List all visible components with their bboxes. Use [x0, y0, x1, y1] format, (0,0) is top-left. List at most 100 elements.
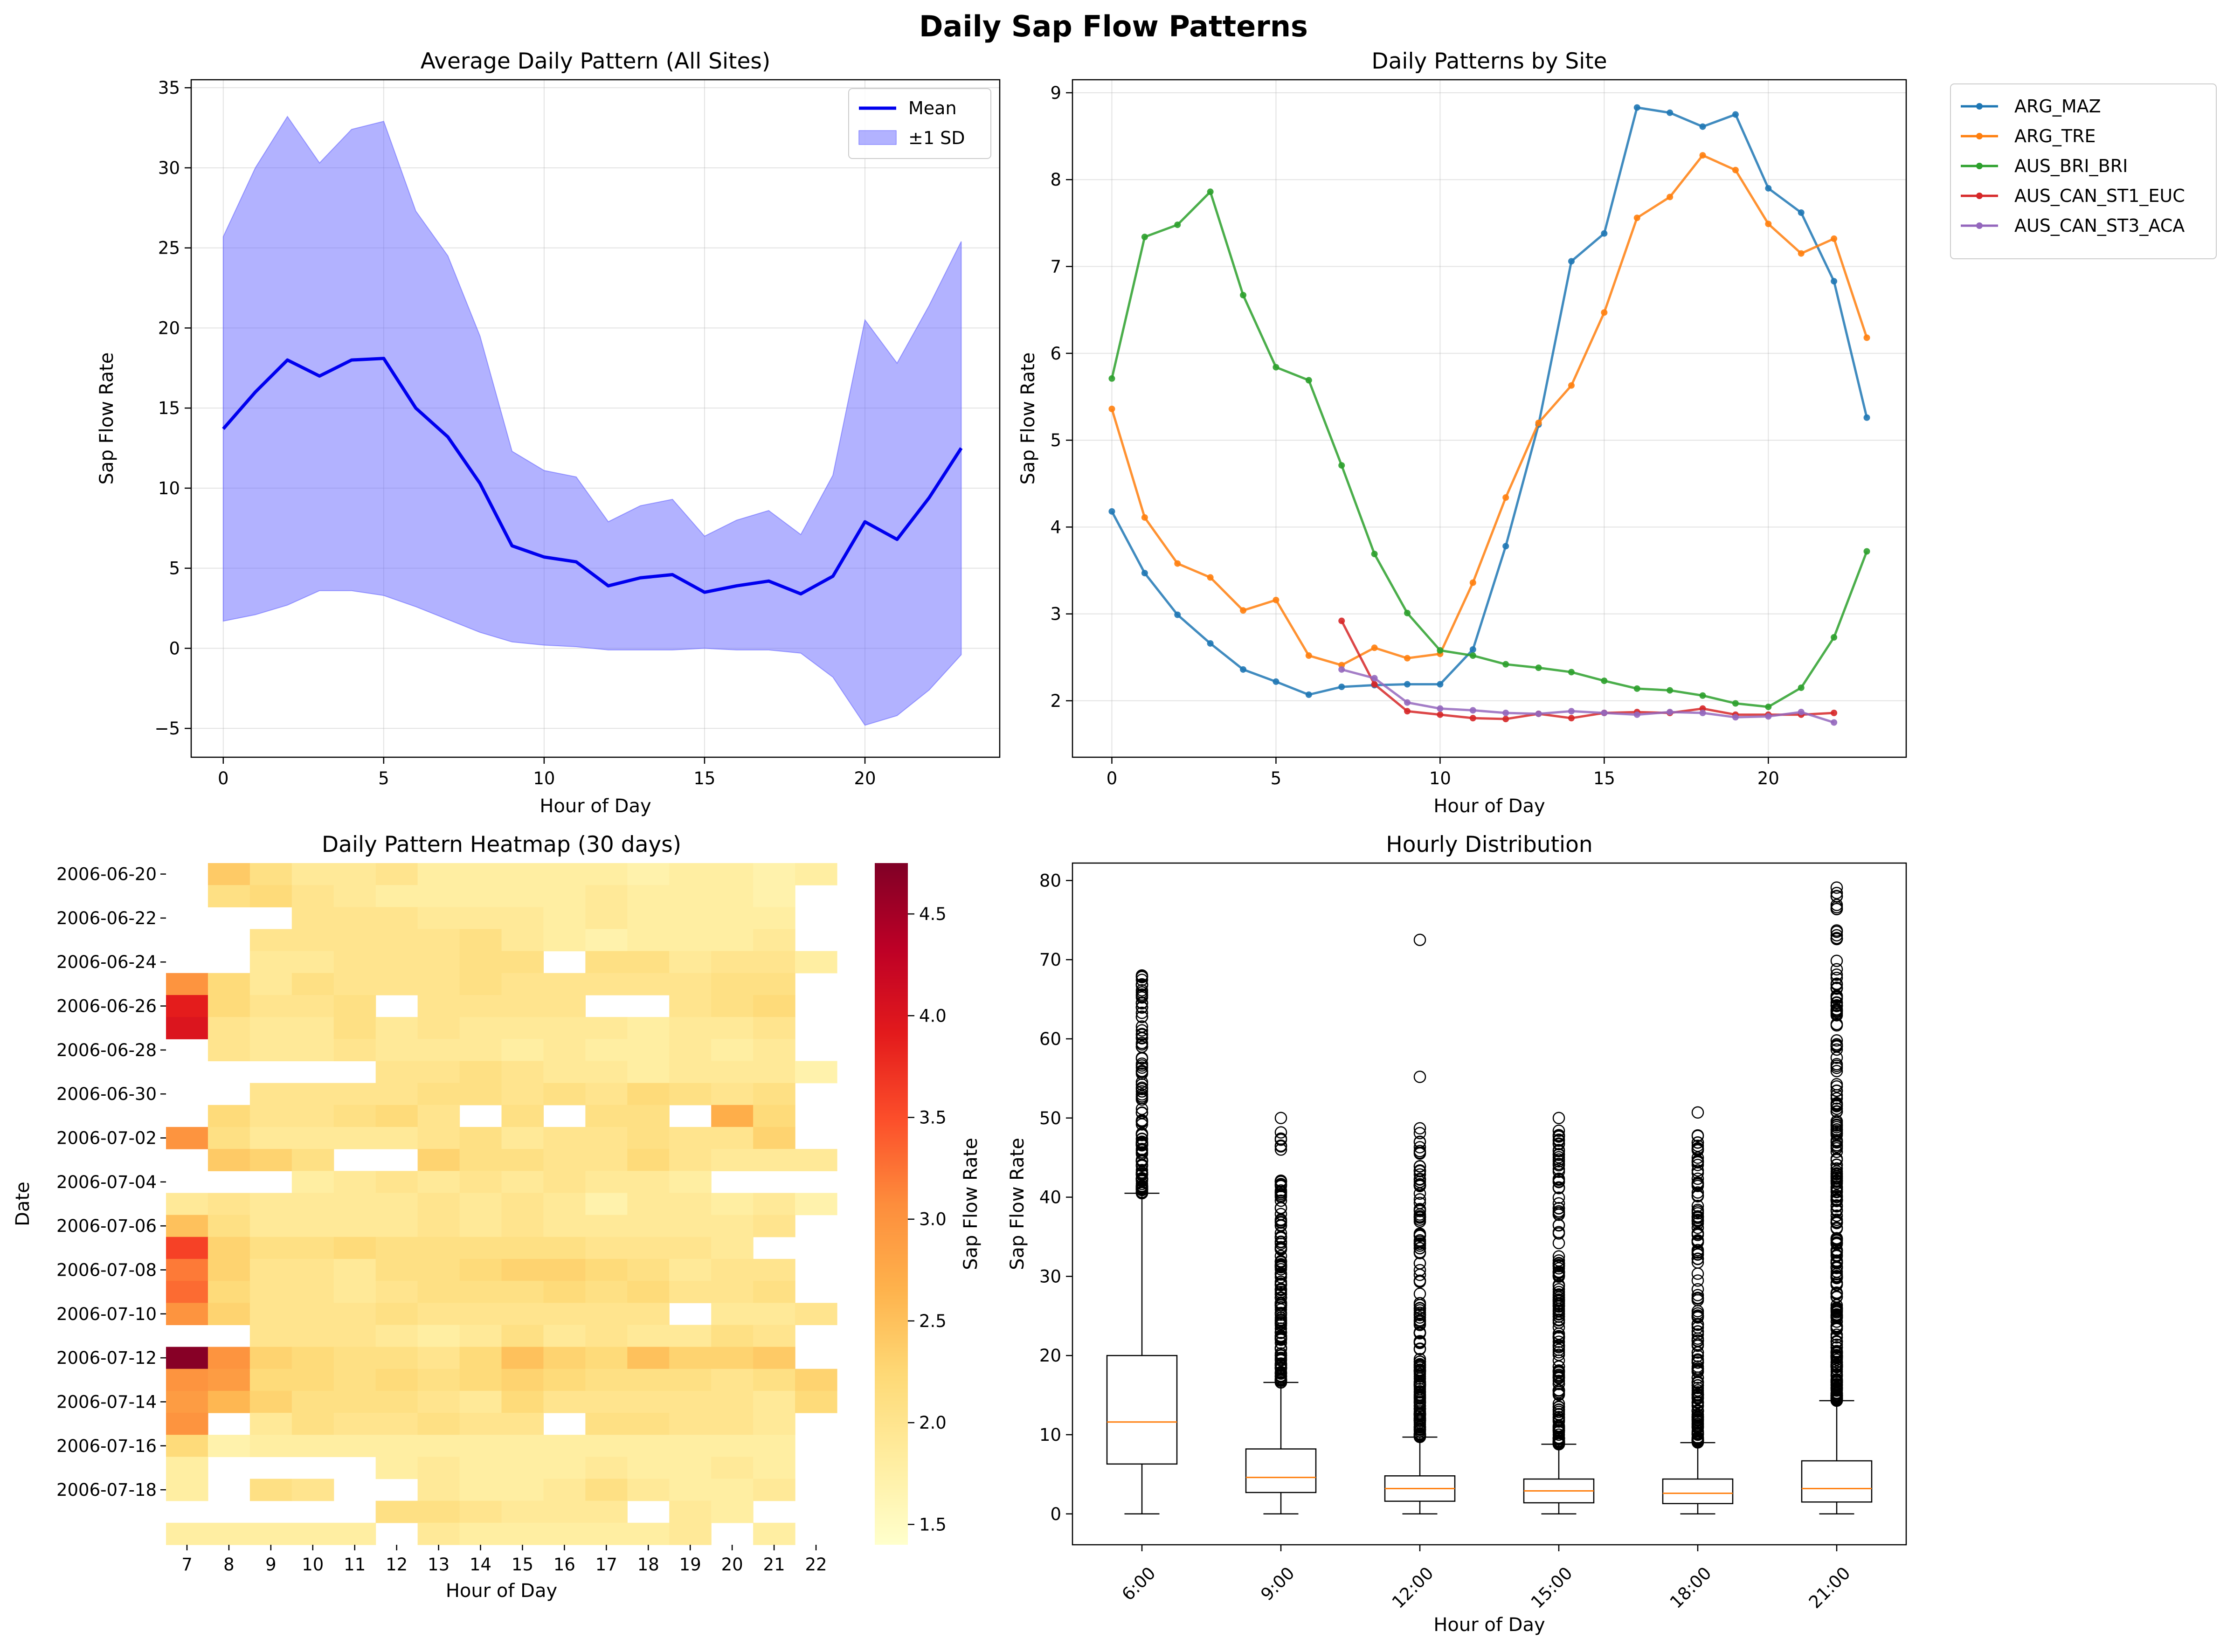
heatmap-cell: [207, 885, 250, 907]
heatmap-cell: [166, 1435, 208, 1457]
heatmap-cell: [291, 885, 334, 907]
box-outlier: [1830, 1100, 1843, 1113]
site-series-point: [1601, 230, 1608, 237]
heatmap-cell: [333, 907, 376, 930]
box-outlier: [1413, 1355, 1426, 1368]
heatmap-panel-title: Daily Pattern Heatmap (30 days): [322, 832, 681, 857]
heatmap-cell: [375, 1325, 418, 1348]
box-outlier: [1274, 1216, 1287, 1229]
heatmap-cell: [459, 1522, 502, 1545]
avg-y-tick-label: −5: [154, 719, 180, 739]
heatmap-cell: [459, 1039, 502, 1062]
box-outlier: [1413, 1368, 1426, 1380]
box-outlier: [1135, 1180, 1148, 1193]
heatmap-cell: [501, 1325, 544, 1348]
box-outlier: [1830, 1123, 1843, 1136]
site-series-point: [1502, 716, 1509, 723]
heatmap-cell: [417, 1237, 460, 1259]
site-series-point: [1502, 709, 1509, 716]
heatmap-cell: [669, 1127, 712, 1149]
heatmap-cell: [459, 1171, 502, 1194]
box-outlier: [1830, 899, 1843, 911]
box-outlier: [1135, 974, 1148, 986]
box-outlier: [1552, 1434, 1565, 1447]
heatmap-cell: [333, 1083, 376, 1106]
site-legend-label: AUS_CAN_ST3_ACA: [2014, 215, 2185, 236]
box-panel-title: Hourly Distribution: [1386, 832, 1592, 857]
site-series-point: [1338, 666, 1345, 673]
heatmap-x-tick-label: 7: [181, 1555, 193, 1575]
colorbar-tick-label: 4.0: [919, 1006, 947, 1026]
heatmap-cell: [166, 1193, 208, 1216]
heatmap-cell: [375, 1105, 418, 1127]
heatmap-cell: [166, 1479, 208, 1501]
box-outlier: [1691, 1334, 1704, 1347]
box-outlier: [1830, 1338, 1843, 1351]
box-y-tick-label: 60: [1039, 1029, 1061, 1049]
heatmap-cell: [627, 1237, 670, 1259]
heatmap-cell: [585, 1127, 628, 1149]
site-series-point: [1765, 221, 1772, 228]
heatmap-x-tick-label: 17: [595, 1555, 617, 1575]
avg-legend-sd-label: ±1 SD: [908, 128, 965, 148]
box-outlier: [1830, 1309, 1843, 1322]
heatmap-cell: [669, 1237, 712, 1259]
heatmap-cell: [166, 1390, 208, 1413]
heatmap-cell: [585, 1193, 628, 1216]
box-outlier: [1135, 1173, 1148, 1186]
heatmap-cell: [291, 1281, 334, 1303]
box-outlier: [1552, 1181, 1565, 1194]
box-outlier: [1830, 1302, 1843, 1315]
site-series-point: [1273, 364, 1279, 371]
box-outlier: [1691, 1318, 1704, 1330]
box-y-tick-label: 80: [1039, 871, 1061, 891]
site-series-point: [1404, 699, 1411, 706]
heatmap-cell: [711, 1215, 754, 1237]
heatmap-cell: [585, 1061, 628, 1084]
heatmap-cell: [711, 1039, 754, 1062]
box-outlier: [1413, 1242, 1426, 1255]
box-outlier: [1413, 1275, 1426, 1288]
heatmap-cell: [249, 1039, 292, 1062]
heatmap-cell: [711, 1083, 754, 1106]
box-outlier: [1413, 1160, 1426, 1173]
heatmap-cell: [795, 1303, 837, 1325]
heatmap-cell: [459, 885, 502, 907]
site-series-point: [1502, 543, 1509, 550]
site-series-point: [1667, 687, 1674, 694]
heatmap-cell: [207, 1127, 250, 1149]
heatmap-cell: [166, 1258, 208, 1281]
box-outlier: [1135, 1029, 1148, 1041]
avg-y-tick-label: 15: [158, 398, 180, 418]
heatmap-cell: [627, 1303, 670, 1325]
box-outlier: [1413, 1122, 1426, 1135]
heatmap-cell: [417, 1171, 460, 1194]
box-outlier: [1135, 1020, 1148, 1033]
heatmap-cell: [543, 1369, 586, 1391]
heatmap-cell: [417, 1258, 460, 1281]
heatmap-cell: [417, 1061, 460, 1084]
heatmap-cell: [166, 1303, 208, 1325]
heatmap-cell: [585, 1017, 628, 1039]
box-outlier: [1552, 1335, 1565, 1348]
box-outlier: [1830, 968, 1843, 981]
box-outlier: [1274, 1366, 1287, 1379]
heatmap-cell: [166, 995, 208, 1017]
site-y-tick-label: 3: [1050, 604, 1061, 624]
box-group-6-00: [1106, 969, 1178, 1515]
site-legend-marker: [1976, 222, 1983, 229]
site-series-point: [1437, 681, 1444, 688]
site-series-line: [1341, 668, 1834, 724]
heatmap-cell: [543, 995, 586, 1017]
heatmap-cell: [543, 1237, 586, 1259]
heatmap-cell: [543, 1522, 586, 1545]
heatmap-cell: [501, 907, 544, 930]
site-x-tick-label: 15: [1593, 768, 1615, 788]
heatmap-cell: [585, 951, 628, 974]
box-outlier: [1135, 1040, 1148, 1053]
heatmap-cell: [753, 1325, 795, 1348]
heatmap-cell: [291, 1325, 334, 1348]
avg-y-axis-label: Sap Flow Rate: [96, 353, 118, 485]
box-y-tick-label: 10: [1039, 1425, 1061, 1445]
